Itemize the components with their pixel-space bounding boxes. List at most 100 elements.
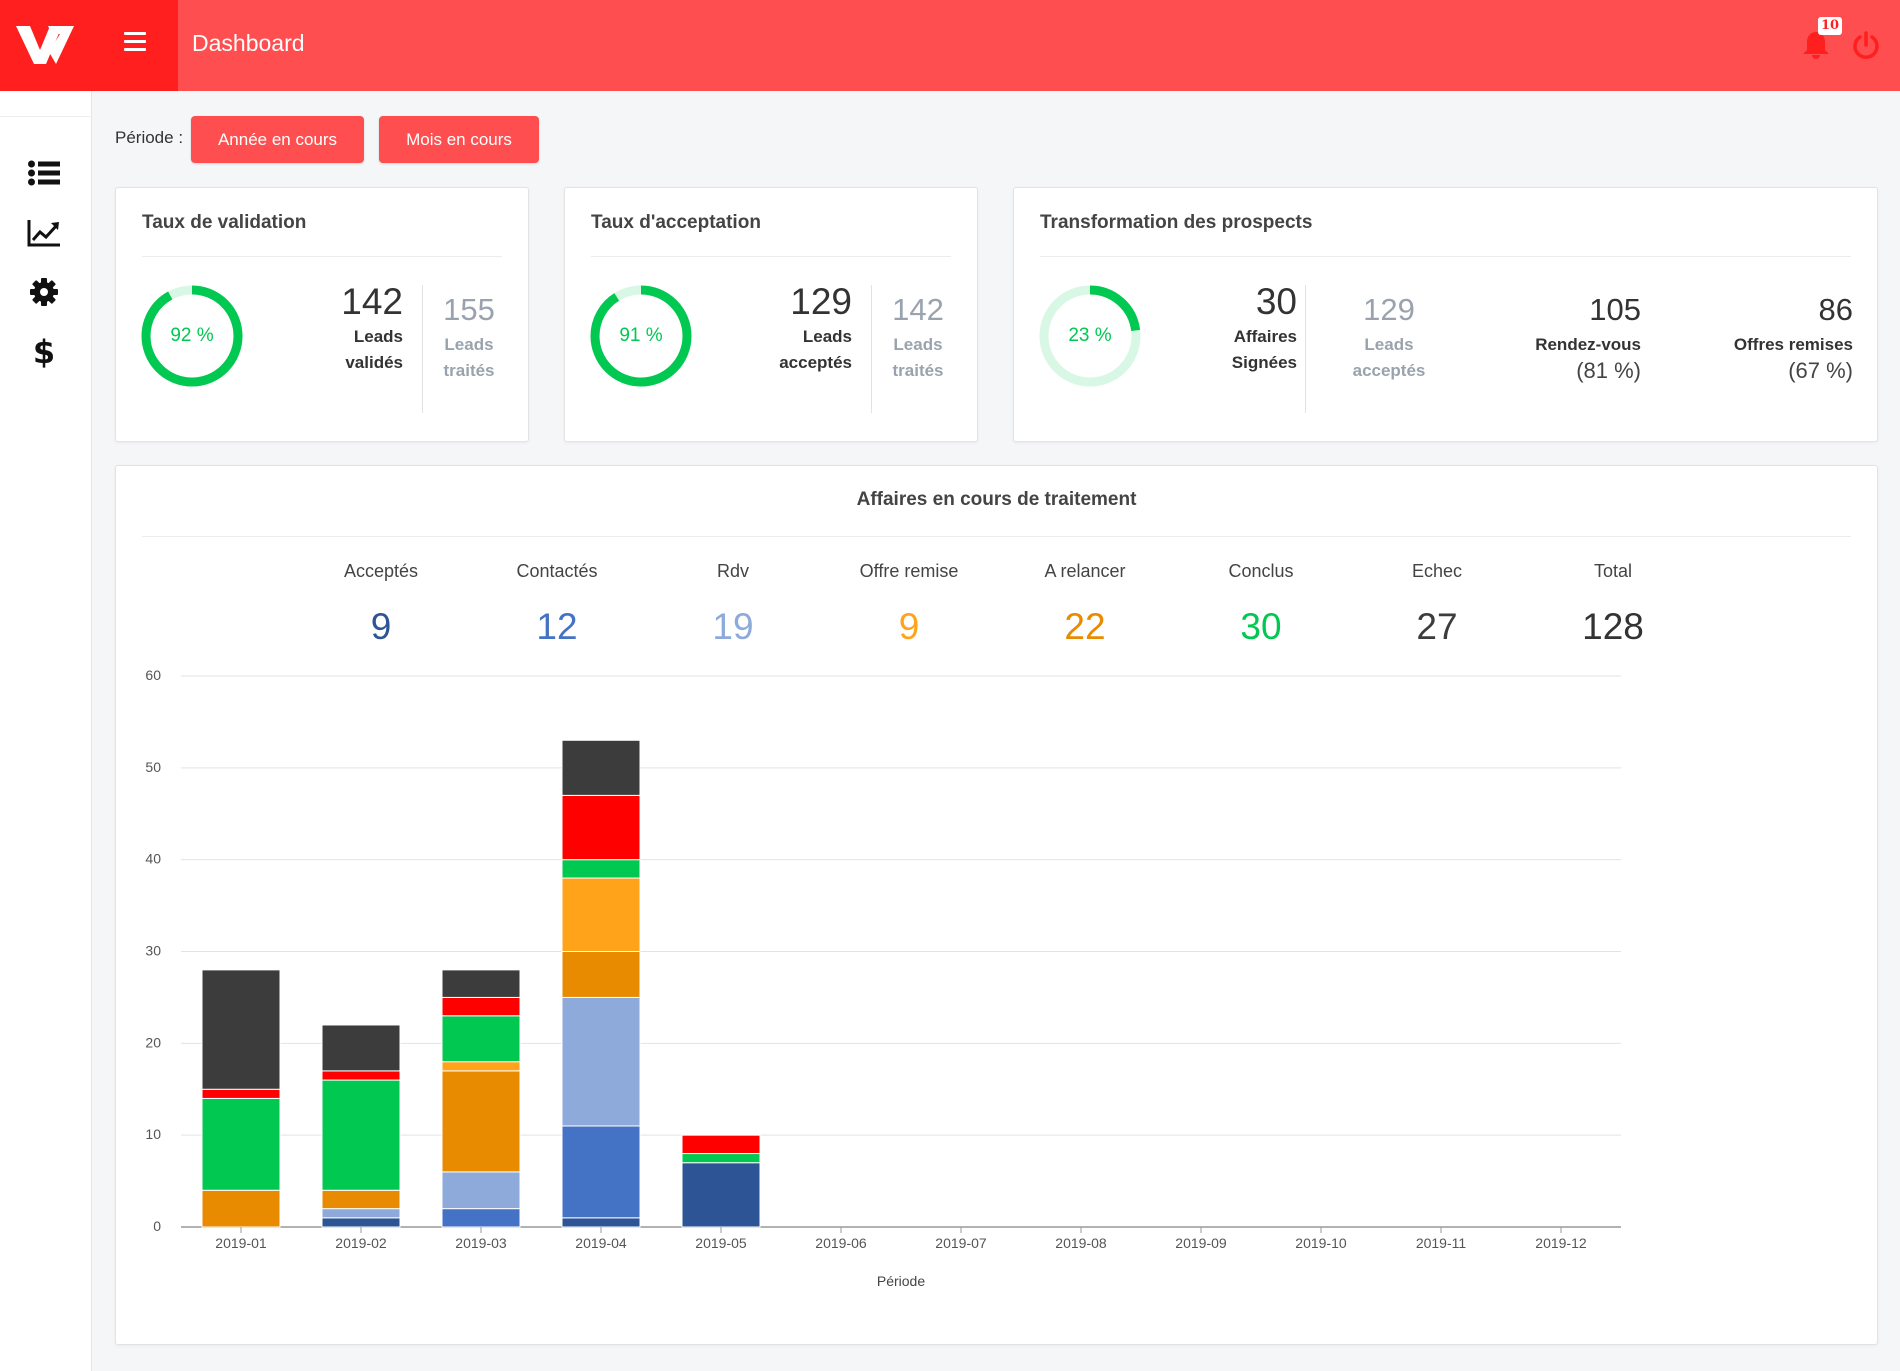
acceptance-rate-card: Taux d'acceptation 91 % 129 Leads accept… <box>564 187 978 442</box>
stat-value: 30 <box>1255 281 1297 322</box>
summary-follow-up: A relancer 22 <box>997 561 1173 648</box>
y-tick-label: 30 <box>145 943 161 959</box>
x-tick-label: 2019-09 <box>1175 1235 1227 1251</box>
summary-label: Contactés <box>516 561 598 581</box>
stat-divider <box>871 285 872 413</box>
x-tick-label: 2019-03 <box>455 1235 507 1251</box>
top-bar: Dashboard 10 <box>0 0 1900 91</box>
acceptance-gauge <box>590 285 692 387</box>
line-chart-icon[interactable] <box>26 215 62 251</box>
gear-icon[interactable] <box>26 274 62 310</box>
x-tick-label: 2019-01 <box>215 1235 267 1251</box>
offers-sent-stat: 86 Offres remises (67 %) <box>1734 288 1853 384</box>
bar-segment <box>321 1024 401 1072</box>
bar-segment <box>441 1061 521 1072</box>
stat-value: 129 <box>1363 292 1415 327</box>
stat-value: 86 <box>1818 292 1853 327</box>
dollar-icon[interactable]: $ <box>26 333 62 371</box>
stat-value: 142 <box>341 281 403 322</box>
bar-segment <box>201 1097 281 1191</box>
card-divider <box>591 256 951 257</box>
x-tick-label: 2019-08 <box>1055 1235 1107 1251</box>
bar-segment <box>201 1189 281 1228</box>
summary-label: Rdv <box>716 561 749 581</box>
bar-segment <box>681 1153 761 1164</box>
x-tick-label: 2019-06 <box>815 1235 867 1251</box>
validation-gauge <box>141 285 243 387</box>
logo-area[interactable] <box>0 0 178 91</box>
deals-in-progress-card: Affaires en cours de traitement Acceptés… <box>115 465 1878 1345</box>
bar-segment <box>201 1088 281 1099</box>
bar-segment <box>561 951 641 998</box>
y-tick-label: 40 <box>145 851 161 867</box>
stat-label: Leads <box>802 327 852 346</box>
stat-label: Rendez-vous <box>1535 335 1641 354</box>
bar-segment <box>681 1134 761 1155</box>
summary-label: Conclus <box>1228 561 1294 581</box>
bar-segment <box>441 969 521 998</box>
summary-label: Echec <box>1411 561 1463 581</box>
section-title: Affaires en cours de traitement <box>856 489 1137 510</box>
power-off-icon[interactable] <box>1851 30 1881 60</box>
card-divider <box>1040 256 1851 257</box>
x-tick-label: 2019-04 <box>575 1235 627 1251</box>
summary-failure: Echec 27 <box>1349 561 1525 648</box>
bar-segment <box>441 1070 521 1173</box>
summary-value: 9 <box>898 606 920 647</box>
bar-segment <box>441 1015 521 1063</box>
prospect-transformation-card: Transformation des prospects 23 % 30 Aff… <box>1013 187 1878 442</box>
bar-segment <box>561 1217 641 1228</box>
bar-segment <box>441 1208 521 1228</box>
stat-value: 155 <box>443 292 495 327</box>
stat-label: traités <box>443 361 495 380</box>
brand-logo-icon[interactable] <box>16 24 76 66</box>
bar-segment <box>561 877 641 952</box>
x-tick-label: 2019-10 <box>1295 1235 1347 1251</box>
bar-segment <box>561 1125 641 1219</box>
page-title: Dashboard <box>192 30 305 56</box>
x-tick-label: 2019-07 <box>935 1235 987 1251</box>
notification-bell-icon[interactable] <box>1800 30 1832 60</box>
stat-label: Leads <box>353 327 403 346</box>
summary-value: 30 <box>1240 606 1282 647</box>
summary-value: 12 <box>536 606 578 647</box>
summary-value: 9 <box>370 606 392 647</box>
menu-toggle-icon[interactable] <box>124 32 146 56</box>
period-label: Période : <box>115 128 184 147</box>
list-icon[interactable] <box>26 155 62 191</box>
bar-segment <box>561 739 641 796</box>
leads-treated-stat: 155 Leads traités <box>434 288 504 384</box>
leads-accepted-stat: 129 Leads acceptés <box>1339 288 1439 384</box>
leads-treated-stat: 142 Leads traités <box>883 288 953 384</box>
bar-segment <box>441 1171 521 1210</box>
summary-accepted: Acceptés 9 <box>293 561 469 648</box>
summary-offer-sent: Offre remise 9 <box>821 561 997 648</box>
appointments-stat: 105 Rendez-vous (81 %) <box>1535 288 1641 384</box>
stat-label: acceptés <box>779 353 852 372</box>
stat-label: Leads <box>444 335 494 354</box>
x-tick-label: 2019-05 <box>695 1235 747 1251</box>
bar-segment <box>441 996 521 1017</box>
stat-label: validés <box>345 353 403 372</box>
bar-segment <box>321 1208 401 1219</box>
summary-value: 19 <box>712 606 754 647</box>
summary-value: 27 <box>1416 606 1458 647</box>
summary-label: Offre remise <box>859 561 959 581</box>
stat-value: 105 <box>1589 292 1641 327</box>
summary-appointment: Rdv 19 <box>645 561 821 648</box>
card-title: Taux d'acceptation <box>591 212 761 233</box>
card-title: Taux de validation <box>142 212 307 233</box>
stat-divider <box>1305 285 1306 413</box>
bar-segment <box>681 1162 761 1228</box>
sidebar: $ <box>0 91 92 1371</box>
summary-concluded: Conclus 30 <box>1173 561 1349 648</box>
notification-count-badge[interactable]: 10 <box>1818 17 1842 35</box>
y-tick-label: 50 <box>145 759 161 775</box>
gauge-percent: 91 % <box>619 325 663 346</box>
current-month-button[interactable]: Mois en cours <box>379 116 539 163</box>
current-year-button[interactable]: Année en cours <box>191 116 364 163</box>
dollar-glyph: $ <box>32 333 56 371</box>
signed-deals-stat: 30 Affaires Signées <box>1232 280 1297 376</box>
stat-label: Leads <box>893 335 943 354</box>
stat-value: 142 <box>892 292 944 327</box>
